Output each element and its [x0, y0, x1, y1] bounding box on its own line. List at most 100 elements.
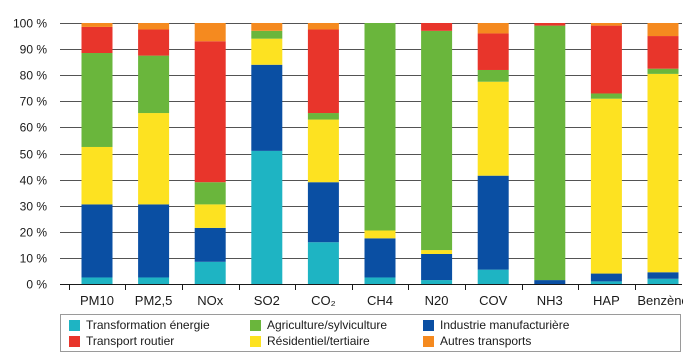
bar-segment: [590, 23, 622, 26]
bars: [81, 23, 679, 284]
x-tick-label: NOx: [197, 293, 224, 308]
x-tick-label: CO₂: [311, 293, 336, 308]
bar-segment: [647, 36, 679, 69]
legend-label: Autres transports: [440, 334, 532, 348]
bar-segment: [647, 73, 679, 273]
y-tick-label: 60 %: [20, 121, 48, 135]
bar-segment: [647, 68, 679, 74]
bar-segment: [590, 281, 622, 284]
bar-segment: [307, 29, 339, 114]
bar-segment: [138, 113, 170, 205]
x-tick-label: N20: [425, 293, 449, 308]
bar-segment: [421, 23, 453, 31]
y-tick-label: 20 %: [20, 226, 48, 240]
bar-segment: [477, 81, 509, 176]
bar-segment: [647, 278, 679, 284]
y-tick-label: 80 %: [20, 69, 48, 83]
bar-segment: [194, 261, 226, 284]
bar-segment: [81, 146, 113, 205]
y-tick-label: 70 %: [20, 95, 48, 109]
bar-segment: [194, 182, 226, 205]
bar-segment: [364, 23, 396, 231]
bar-segment: [81, 26, 113, 54]
y-tick-label: 90 %: [20, 43, 48, 57]
bar-segment: [307, 113, 339, 120]
x-tick-label: Benzène: [637, 293, 683, 308]
bar-segment: [138, 204, 170, 278]
bar-segment: [590, 25, 622, 94]
bar-segment: [138, 23, 170, 30]
bar-segment: [81, 204, 113, 278]
legend-item-agriculture-sylviculture: Agriculture/sylviculture: [250, 317, 423, 333]
y-tick-label: 30 %: [20, 200, 48, 214]
legend-label: Transformation énergie: [86, 318, 210, 332]
bar-segment: [81, 23, 113, 27]
bar-segment: [477, 175, 509, 270]
bar-segment: [251, 23, 283, 31]
legend-item-transport-routier: Transport routier: [69, 333, 250, 349]
bar-segment: [421, 253, 453, 281]
bar-segment: [251, 38, 283, 65]
stacked-bar-chart: 0 % 10 % 20 % 30 % 40 % 50 % 60 % 70 % 80 % 90 % 1…: [13, 17, 683, 309]
x-tick-label: SO2: [254, 293, 280, 308]
bar-segment: [307, 119, 339, 183]
legend-label: Industrie manufacturière: [440, 318, 570, 332]
bar-segment: [590, 273, 622, 282]
legend-item-autres-transports: Autres transports: [423, 333, 623, 349]
y-axis: 0 % 10 % 20 % 30 % 40 % 50 % 60 % 70 % 80 % 90 % 1…: [13, 17, 47, 292]
bar-segment: [647, 23, 679, 37]
legend-swatch: [250, 335, 261, 347]
bar-segment: [194, 41, 226, 183]
bar-segment: [590, 98, 622, 274]
chart-legend: Transformation énergie Agriculture/sylvi…: [60, 314, 681, 352]
bar-segment: [81, 277, 113, 284]
bar-segment: [421, 30, 453, 251]
bar-segment: [251, 150, 283, 284]
bar-segment: [477, 269, 509, 284]
bar-segment: [364, 277, 396, 284]
bar-segment: [590, 93, 622, 99]
y-tick-label: 0 %: [26, 278, 47, 292]
bar-segment: [194, 227, 226, 262]
legend-swatch: [69, 319, 80, 331]
legend-item-industrie-manufacturiere: Industrie manufacturière: [423, 317, 623, 333]
bar-segment: [251, 30, 283, 39]
bar-segment: [194, 204, 226, 228]
bar-segment: [194, 23, 226, 42]
bar-segment: [421, 280, 453, 284]
x-axis: PM10 PM2,5 NOx SO2 CO₂ CH4 N20 COV NH3 HAP Benzène: [60, 284, 683, 308]
legend-swatch: [423, 335, 434, 347]
bar-segment: [364, 238, 396, 278]
bar-segment: [477, 69, 509, 82]
bar-segment: [251, 64, 283, 151]
legend-label: Résidentiel/tertiaire: [267, 334, 370, 348]
bar-segment: [138, 277, 170, 284]
y-tick-label: 50 %: [20, 148, 48, 162]
bar-segment: [138, 29, 170, 56]
x-tick-label: HAP: [593, 293, 620, 308]
legend-item-residentiel-tertiaire: Résidentiel/tertiaire: [250, 333, 423, 349]
bar-segment: [647, 272, 679, 279]
x-tick-label: PM10: [80, 293, 114, 308]
legend-swatch: [69, 335, 80, 347]
legend-swatch: [423, 319, 434, 331]
bar-segment: [534, 280, 566, 284]
x-tick-label: NH3: [537, 293, 563, 308]
bar-segment: [81, 53, 113, 147]
x-tick-label: PM2,5: [135, 293, 173, 308]
bar-segment: [421, 250, 453, 254]
y-tick-label: 10 %: [20, 252, 48, 266]
legend-label: Transport routier: [86, 334, 175, 348]
legend-label: Agriculture/sylviculture: [267, 318, 388, 332]
bar-segment: [307, 242, 339, 284]
bar-segment: [138, 55, 170, 114]
y-tick-label: 100 %: [13, 17, 47, 31]
bar-segment: [307, 182, 339, 243]
bar-segment: [477, 33, 509, 70]
y-tick-label: 40 %: [20, 174, 48, 188]
bar-segment: [534, 25, 566, 281]
x-tick-label: CH4: [367, 293, 393, 308]
bar-segment: [364, 230, 396, 239]
legend-swatch: [250, 319, 261, 331]
bar-segment: [307, 23, 339, 30]
